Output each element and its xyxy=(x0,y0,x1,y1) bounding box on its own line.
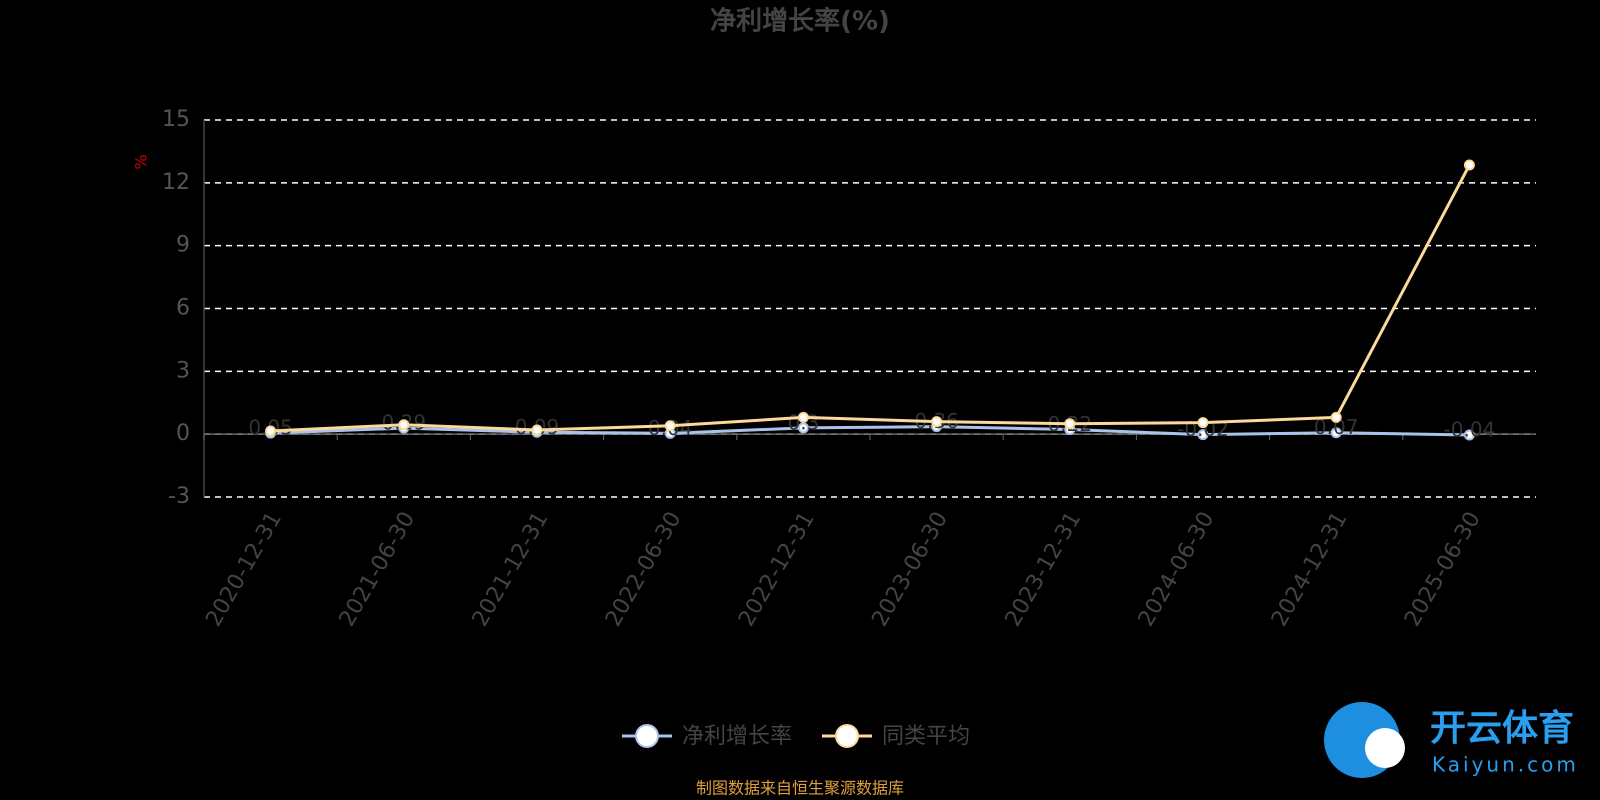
data-point xyxy=(664,420,676,432)
watermark: 开云体育 Kaiyun.com xyxy=(1324,702,1579,778)
watermark-ball xyxy=(1365,728,1405,768)
legend-marker xyxy=(835,724,859,748)
data-point xyxy=(931,416,943,428)
data-label: -0.04 xyxy=(1444,418,1496,442)
data-point xyxy=(1330,427,1342,439)
chart-title: 净利增长率(%) xyxy=(710,6,890,37)
y-tick-label: -3 xyxy=(168,484,190,509)
y-tick-label: 12 xyxy=(162,170,190,195)
y-tick-label: 9 xyxy=(176,233,190,258)
data-point xyxy=(1330,411,1342,423)
legend-label: 同类平均 xyxy=(882,724,970,749)
data-point xyxy=(1463,429,1475,441)
y-tick-label: 6 xyxy=(176,296,190,321)
watermark-title: 开云体育 xyxy=(1430,708,1574,749)
y-tick-label: 0 xyxy=(176,421,190,446)
y-tick-label: 3 xyxy=(176,358,190,383)
series-line xyxy=(270,425,1470,437)
data-point xyxy=(1197,417,1209,429)
legend-label: 净利增长率 xyxy=(682,724,792,749)
data-point xyxy=(265,425,277,437)
series-line xyxy=(270,164,1471,433)
data-point xyxy=(398,419,410,431)
data-point xyxy=(1064,418,1076,430)
y-axis-label: % xyxy=(132,154,151,169)
data-point xyxy=(531,424,543,436)
y-tick-label: 15 xyxy=(162,107,190,132)
data-point xyxy=(797,422,809,434)
data-point xyxy=(797,411,809,423)
data-point xyxy=(1197,429,1209,441)
data-point xyxy=(1463,159,1475,171)
series xyxy=(265,159,1475,437)
source-note: 制图数据来自恒生聚源数据库 xyxy=(696,779,904,798)
watermark-subtitle: Kaiyun.com xyxy=(1432,753,1579,777)
legend-marker xyxy=(635,724,659,748)
